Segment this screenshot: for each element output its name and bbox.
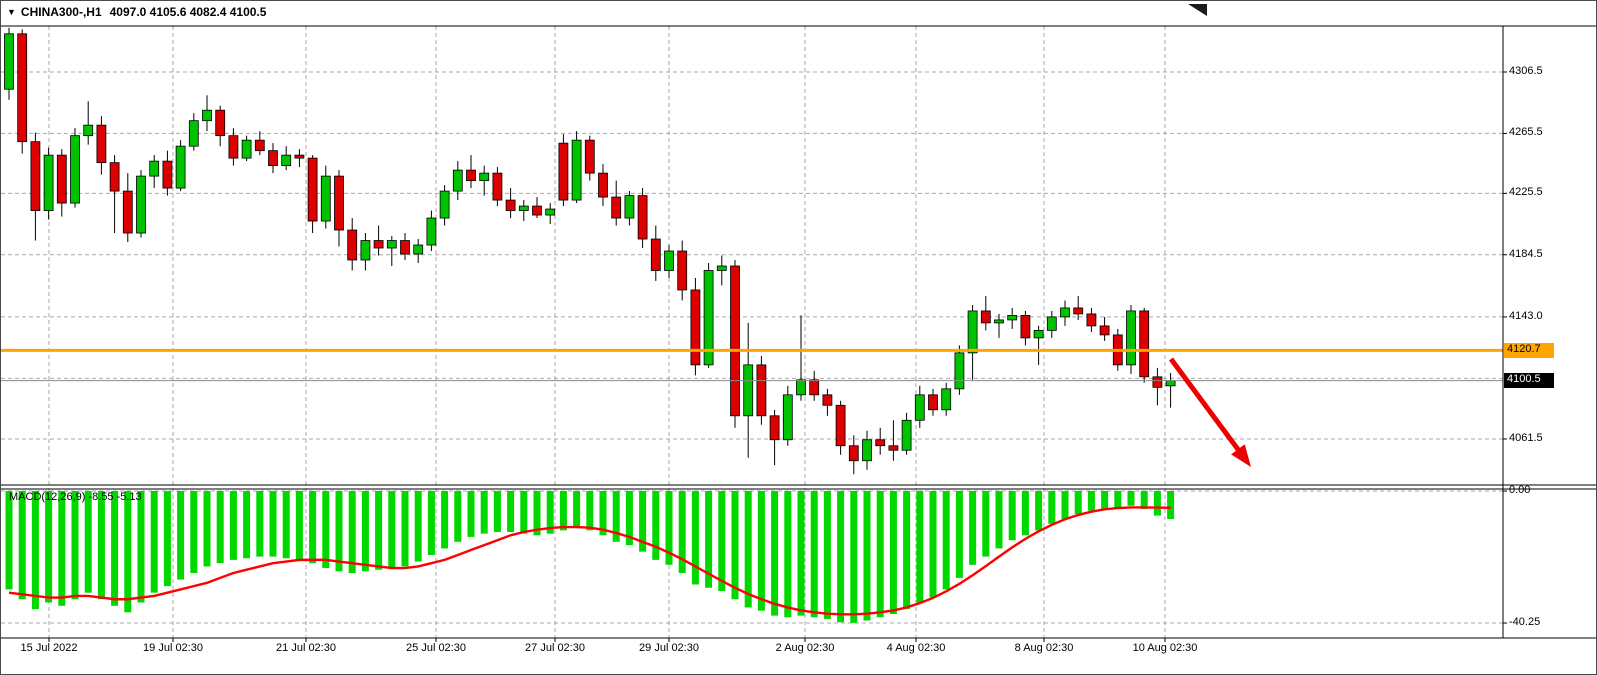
price-axis-label: 4061.5 [1509,432,1543,444]
macd-histogram [5,491,1175,623]
current-price-badge: 4100.5 [1504,373,1554,388]
price-axis-label: 4225.5 [1509,186,1543,198]
trend-arrow-shaft [1168,357,1243,455]
price-axis-label: 4184.5 [1509,248,1543,260]
axis-ticks [48,71,1507,642]
hline-price-badge: 4120.7 [1504,343,1554,358]
price-axis-label: 4143.0 [1509,310,1543,322]
price-axis-label: 4265.5 [1509,126,1543,138]
time-axis-label: 27 Jul 02:30 [525,642,585,654]
time-axis-label: 29 Jul 02:30 [639,642,699,654]
time-axis-label: 10 Aug 02:30 [1132,642,1198,654]
macd-indicator-label: MACD(12,26,9) -8.55 -5.13 [9,491,142,503]
trend-arrow-head [1231,444,1251,467]
time-axis-label: 25 Jul 02:30 [406,642,466,654]
time-axis-label: 4 Aug 02:30 [886,642,946,654]
macd-signal-line [8,506,1171,616]
ohlc-values: 4097.0 4105.6 4082.4 4100.5 [109,5,267,19]
time-axis-label: 8 Aug 02:30 [1014,642,1074,654]
time-axis-label: 15 Jul 2022 [20,642,78,654]
price-axis[interactable]: 4306.5 4265.5 4225.5 4184.5 4143.0 4061.… [1503,26,1596,638]
gridlines [1,26,1503,638]
price-axis-label: 4306.5 [1509,65,1543,77]
macd-scale-bottom: -40.25 [1509,616,1541,628]
time-axis-label: 2 Aug 02:30 [775,642,835,654]
candlesticks [4,27,1176,475]
chart-shift-marker [1188,4,1207,16]
symbol-period-label: CHINA300-,H1 [20,5,102,19]
time-axis[interactable]: 15 Jul 2022 19 Jul 02:30 21 Jul 02:30 25… [1,638,1503,674]
pane-borders [1,25,1596,639]
time-axis-label: 21 Jul 02:30 [276,642,336,654]
time-axis-label: 19 Jul 02:30 [143,642,203,654]
symbol-dropdown-icon: ▼ [7,7,16,17]
macd-scale-top: 0.00 [1509,484,1531,496]
chart-header: ▼ CHINA300-,H1 4097.0 4105.6 4082.4 4100… [7,5,266,19]
